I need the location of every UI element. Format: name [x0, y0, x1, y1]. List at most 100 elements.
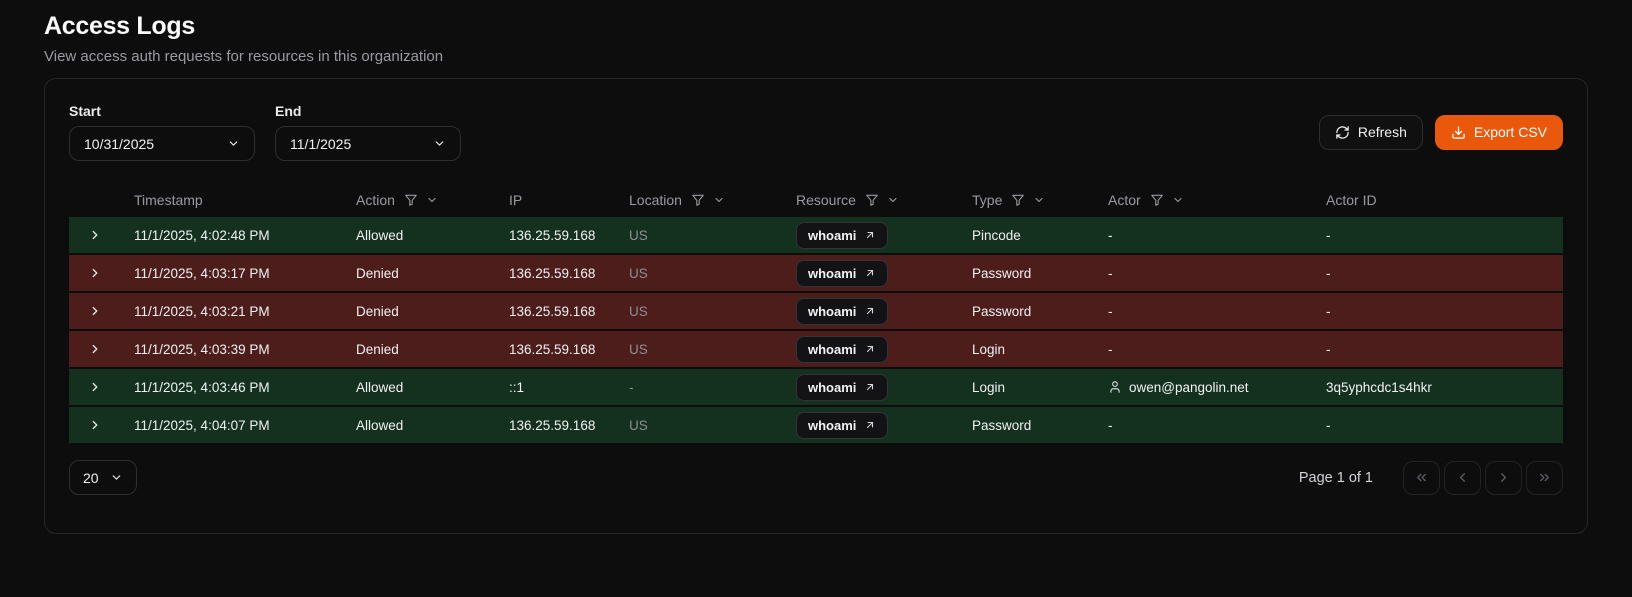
- table-footer: 20 Page 1 of 1: [69, 460, 1563, 495]
- column-filter-controls[interactable]: [1150, 193, 1184, 207]
- resource-link[interactable]: whoami: [796, 411, 889, 439]
- log-row[interactable]: 11/1/2025, 4:04:07 PM Allowed 136.25.59.…: [69, 407, 1563, 445]
- actor-value: -: [1108, 227, 1113, 243]
- resource-link[interactable]: whoami: [796, 335, 889, 363]
- actor-value: -: [1108, 417, 1113, 433]
- actor-cell: -: [1108, 304, 1326, 319]
- arrow-up-right-icon: [867, 307, 874, 315]
- next-page-button[interactable]: [1485, 460, 1522, 495]
- table-body: 11/1/2025, 4:02:48 PM Allowed 136.25.59.…: [69, 217, 1563, 445]
- resource-name: whoami: [808, 417, 857, 433]
- actor-cell: -: [1108, 228, 1326, 243]
- expand-row-button[interactable]: [88, 418, 102, 432]
- expand-row-button[interactable]: [88, 228, 102, 242]
- actor-cell: owen@pangolin.net: [1108, 380, 1326, 395]
- log-row[interactable]: 11/1/2025, 4:03:46 PM Allowed ::1 - whoa…: [69, 369, 1563, 407]
- action-cell: Denied: [356, 341, 399, 357]
- column-header: IP: [509, 192, 629, 208]
- resource-link[interactable]: whoami: [796, 373, 889, 401]
- last-page-button[interactable]: [1526, 460, 1563, 495]
- funnel-icon: [405, 194, 417, 206]
- column-header-label: Type: [972, 192, 1003, 208]
- ip-cell: 136.25.59.168: [509, 227, 596, 243]
- actor-value: owen@pangolin.net: [1129, 379, 1249, 395]
- log-row[interactable]: 11/1/2025, 4:03:21 PM Denied 136.25.59.1…: [69, 293, 1563, 331]
- first-page-button[interactable]: [1403, 460, 1440, 495]
- chevron-down-icon: [435, 141, 444, 146]
- page-size-value: 20: [83, 469, 99, 486]
- chevrons-right-icon: [1540, 473, 1549, 482]
- toolbar: Start 10/31/2025 End 11/1/2025 Refresh: [69, 103, 1563, 161]
- page-title: Access Logs: [44, 12, 195, 40]
- log-row[interactable]: 11/1/2025, 4:02:48 PM Allowed 136.25.59.…: [69, 217, 1563, 255]
- toolbar-actions: Refresh Export CSV: [1318, 114, 1563, 150]
- resource-name: whoami: [808, 227, 857, 243]
- chevron-down-icon: [1174, 197, 1182, 203]
- start-date-select[interactable]: 10/31/2025: [69, 126, 255, 161]
- expand-cell: [69, 342, 134, 356]
- ip-cell: 136.25.59.168: [509, 417, 596, 433]
- export-csv-button[interactable]: Export CSV: [1434, 114, 1563, 150]
- expand-row-button[interactable]: [88, 266, 102, 280]
- actor-cell: -: [1108, 266, 1326, 281]
- chevron-right-icon: [92, 344, 98, 354]
- chevron-down-icon: [1035, 197, 1043, 203]
- action-cell: Allowed: [356, 379, 404, 395]
- actor-value: -: [1108, 341, 1113, 357]
- column-filter-controls[interactable]: [691, 193, 725, 207]
- actor-id-cell: -: [1326, 341, 1331, 357]
- page-size-select[interactable]: 20: [69, 460, 137, 495]
- resource-name: whoami: [808, 379, 857, 395]
- column-filter-controls[interactable]: [1011, 193, 1045, 207]
- column-header: Timestamp: [134, 192, 356, 208]
- resource-cell: whoami: [796, 221, 972, 249]
- expand-cell: [69, 304, 134, 318]
- log-row[interactable]: 11/1/2025, 4:03:39 PM Denied 136.25.59.1…: [69, 331, 1563, 369]
- end-date-select[interactable]: 11/1/2025: [275, 126, 461, 161]
- resource-cell: whoami: [796, 411, 972, 439]
- column-filter-controls[interactable]: [404, 193, 438, 207]
- resource-link[interactable]: whoami: [796, 259, 889, 287]
- location-cell: US: [629, 265, 648, 281]
- column-filter-controls[interactable]: [865, 193, 899, 207]
- refresh-button[interactable]: Refresh: [1318, 114, 1423, 150]
- column-header: Type: [972, 192, 1108, 208]
- location-cell: US: [629, 417, 648, 433]
- column-header: Resource: [796, 192, 972, 208]
- chevron-right-icon: [92, 382, 98, 392]
- resource-link[interactable]: whoami: [796, 297, 889, 325]
- column-header: Action: [356, 192, 509, 208]
- chevron-down-icon: [715, 197, 723, 203]
- column-header-label: Location: [629, 192, 682, 208]
- timestamp-cell: 11/1/2025, 4:04:07 PM: [134, 417, 270, 433]
- funnel-icon: [1012, 194, 1025, 206]
- expand-row-button[interactable]: [88, 380, 102, 394]
- arrow-up-right-icon: [867, 383, 874, 391]
- column-header: Actor ID: [1326, 192, 1563, 208]
- resource-cell: whoami: [796, 335, 972, 363]
- expand-row-button[interactable]: [88, 304, 102, 318]
- actor-cell: -: [1108, 418, 1326, 433]
- logs-card: Start 10/31/2025 End 11/1/2025 Refresh: [44, 78, 1588, 534]
- column-header-label: Actor ID: [1326, 192, 1377, 208]
- chevron-left-icon: [1460, 473, 1465, 482]
- type-cell: Login: [972, 379, 1006, 395]
- funnel-icon: [866, 194, 878, 206]
- action-cell: Denied: [356, 303, 399, 319]
- end-date-label: End: [275, 103, 302, 119]
- log-row[interactable]: 11/1/2025, 4:03:17 PM Denied 136.25.59.1…: [69, 255, 1563, 293]
- resource-cell: whoami: [796, 259, 972, 287]
- expand-row-button[interactable]: [88, 342, 102, 356]
- previous-page-button[interactable]: [1444, 460, 1481, 495]
- actor-id-cell: -: [1326, 265, 1331, 281]
- pager: [1403, 460, 1563, 495]
- actor-id-cell: -: [1326, 303, 1331, 319]
- action-cell: Denied: [356, 265, 399, 281]
- arrow-up-right-icon: [867, 345, 874, 353]
- resource-link[interactable]: whoami: [796, 221, 889, 249]
- column-header: Actor: [1108, 192, 1326, 208]
- timestamp-cell: 11/1/2025, 4:02:48 PM: [134, 227, 270, 243]
- resource-name: whoami: [808, 265, 857, 281]
- pagination-controls: Page 1 of 1: [1299, 460, 1563, 495]
- timestamp-cell: 11/1/2025, 4:03:46 PM: [134, 379, 270, 395]
